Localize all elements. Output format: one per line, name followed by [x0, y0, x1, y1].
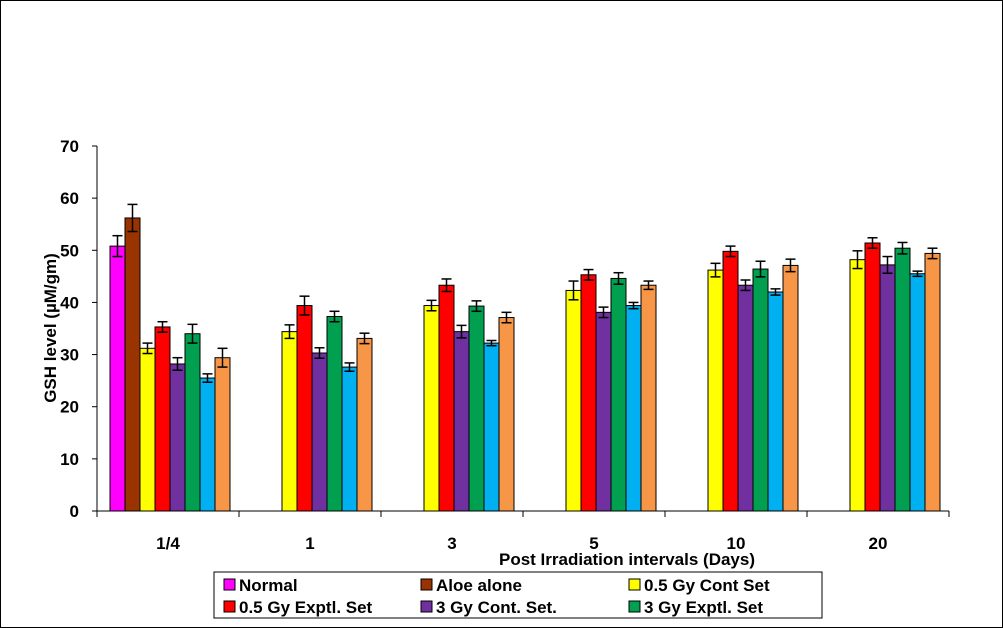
bar-series2-cat5 — [849, 259, 866, 512]
legend-swatch — [420, 600, 433, 613]
bar-series3-cat1 — [296, 305, 313, 512]
bar-series3-cat2 — [438, 284, 455, 512]
bar-series7-cat3 — [640, 284, 657, 512]
error-bars-group — [112, 203, 938, 383]
bar-series5-cat5 — [894, 247, 911, 512]
x-tick-label: 1 — [305, 534, 314, 553]
legend-swatch — [223, 600, 236, 613]
legend-label: 0.5 Gy Cont Set — [644, 576, 770, 595]
legend-label: 0.5 Gy Exptl. Set — [239, 598, 373, 617]
bar-series3-cat4 — [722, 250, 739, 512]
bar-series3-cat3 — [580, 274, 597, 512]
bar-series5-cat3 — [610, 277, 627, 512]
bar-series4-cat1 — [311, 352, 328, 512]
bar-series6-cat5 — [909, 273, 926, 512]
legend-swatch — [628, 578, 641, 591]
bar-series6-cat4 — [767, 291, 784, 512]
bar-series5-cat4 — [752, 268, 769, 512]
x-tick-label: 5 — [589, 534, 598, 553]
y-tick-label: 0 — [70, 502, 79, 521]
bar-series2-cat3 — [565, 289, 582, 512]
bar-series1-cat0 — [124, 217, 141, 512]
legend-label: Aloe alone — [436, 576, 522, 595]
bar-series2-cat4 — [707, 269, 724, 512]
bar-series7-cat0 — [214, 357, 231, 512]
bar-series6-cat2 — [483, 342, 500, 512]
bars-group — [109, 217, 941, 512]
legend-box — [213, 571, 823, 619]
bar-series5-cat2 — [468, 305, 485, 512]
bar-series4-cat0 — [169, 363, 186, 512]
bar-series5-cat1 — [326, 316, 343, 512]
legend-label: 3 Gy Exptl. Set — [644, 598, 763, 617]
bar-series6-cat3 — [625, 305, 642, 512]
legend-label: Normal — [239, 576, 298, 595]
bar-series0-cat0 — [109, 245, 126, 512]
bar-series6-cat1 — [341, 366, 358, 512]
bar-series2-cat2 — [423, 305, 440, 512]
y-tick-label: 30 — [60, 346, 79, 365]
bar-series5-cat0 — [184, 333, 201, 512]
y-tick-label: 60 — [60, 189, 79, 208]
legend-label: 3 Gy Cont. Set. — [436, 598, 557, 617]
y-tick-label: 10 — [60, 450, 79, 469]
bar-series4-cat5 — [879, 264, 896, 512]
x-tick-label: 10 — [727, 534, 746, 553]
bar-series3-cat5 — [864, 242, 881, 512]
bar-series7-cat1 — [356, 337, 373, 512]
x-tick-label: 20 — [869, 534, 888, 553]
legend-swatch — [628, 600, 641, 613]
x-axis-title: Post Irradiation intervals (Days) — [499, 550, 755, 569]
x-tick-labels: 1/4 1 3 5 10 20 — [156, 534, 887, 553]
bar-series4-cat4 — [737, 284, 754, 512]
legend: Normal Aloe alone 0.5 Gy Cont Set 0.5 Gy Ex… — [213, 571, 823, 619]
bar-series6-cat0 — [199, 377, 216, 512]
y-tick-label: 40 — [60, 293, 79, 312]
axes-group — [92, 145, 950, 517]
bar-series3-cat0 — [154, 326, 171, 512]
bar-series7-cat2 — [498, 317, 515, 512]
bar-series7-cat5 — [924, 252, 941, 512]
bar-series4-cat2 — [453, 331, 470, 512]
bar-series2-cat1 — [281, 331, 298, 512]
x-tick-label: 3 — [447, 534, 456, 553]
bar-series2-cat0 — [139, 347, 156, 512]
legend-swatch — [223, 578, 236, 591]
y-tick-label: 50 — [60, 241, 79, 260]
bar-series4-cat3 — [595, 311, 612, 512]
bar-series7-cat4 — [782, 264, 799, 512]
y-tick-label: 20 — [60, 398, 79, 417]
legend-swatch — [420, 578, 433, 591]
y-tick-labels: 0 10 20 30 40 50 60 70 — [60, 137, 79, 521]
y-tick-label: 70 — [60, 137, 79, 156]
y-axis-title: GSH level (µM/gm) — [41, 253, 60, 403]
x-tick-label: 1/4 — [156, 534, 180, 553]
